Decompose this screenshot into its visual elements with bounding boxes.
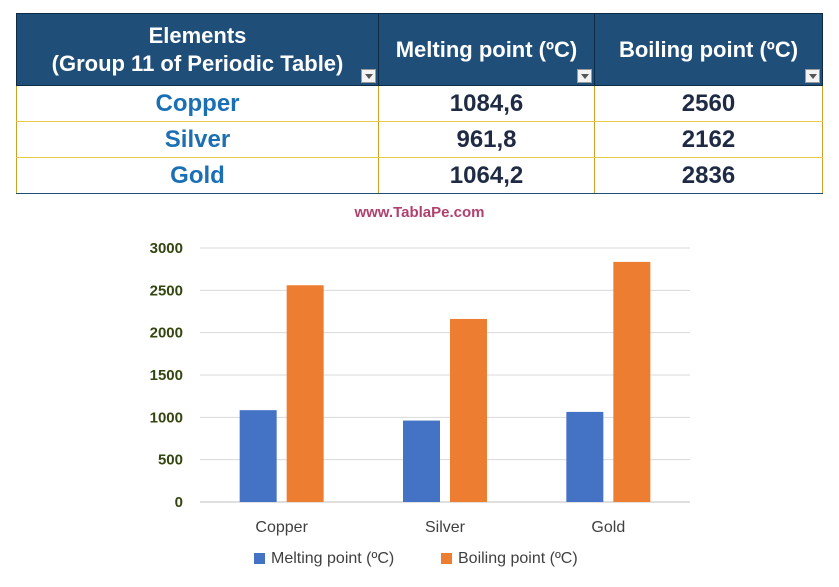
- bar-boiling: [450, 318, 487, 502]
- bar-chart: 0 500 1000 1500 2000 2500 3000 Copper Silver Gold…: [150, 240, 690, 567]
- y-tick-label: 1500: [150, 367, 183, 384]
- header-elements-line1: Elements: [148, 22, 247, 48]
- cell-element[interactable]: Copper: [16, 85, 379, 122]
- legend-swatch: [254, 553, 265, 564]
- cell-boiling[interactable]: 2162: [594, 121, 823, 158]
- header-elements: Elements (Group 11 of Periodic Table): [16, 13, 379, 86]
- bar-boiling: [613, 261, 651, 502]
- cell-boiling[interactable]: 2560: [594, 85, 823, 122]
- y-tick-label: 2500: [150, 282, 183, 299]
- bar-boiling: [286, 285, 324, 502]
- cell-boiling[interactable]: 2836: [594, 157, 823, 194]
- header-melting-point: Melting point (ºC): [378, 13, 595, 86]
- table-row: Gold 1064,2 2836: [16, 157, 823, 194]
- cell-element[interactable]: Gold: [16, 157, 379, 194]
- y-tick-label: 3000: [150, 240, 183, 257]
- y-tick-label: 500: [158, 452, 183, 469]
- watermark-text: www.TablaPe.com: [354, 204, 485, 221]
- bar-melting: [403, 420, 440, 502]
- header-elements-line2: (Group 11 of Periodic Table): [51, 50, 344, 76]
- y-tick-label: 0: [175, 494, 183, 511]
- x-category-label: Silver: [425, 519, 466, 536]
- header-melting-point-label: Melting point (ºC): [395, 36, 578, 62]
- x-category-label: Gold: [591, 519, 625, 536]
- filter-dropdown-melting[interactable]: [577, 69, 592, 83]
- cell-melting[interactable]: 1064,2: [378, 157, 595, 194]
- table-row: Copper 1084,6 2560: [16, 85, 823, 122]
- y-tick-label: 1000: [150, 409, 183, 426]
- filter-dropdown-boiling[interactable]: [805, 69, 820, 83]
- header-boiling-point-label: Boiling point (ºC): [618, 36, 799, 62]
- cell-melting[interactable]: 1084,6: [378, 85, 595, 122]
- cell-melting[interactable]: 961,8: [378, 121, 595, 158]
- filter-dropdown-elements[interactable]: [361, 69, 376, 83]
- bar-melting: [239, 410, 277, 502]
- cell-element[interactable]: Silver: [16, 121, 379, 158]
- legend-label: Boiling point (ºC): [458, 550, 578, 567]
- elements-table: Elements (Group 11 of Periodic Table) Me…: [16, 13, 823, 194]
- bar-melting: [566, 411, 604, 502]
- y-tick-label: 2000: [150, 325, 183, 342]
- legend-label: Melting point (ºC): [271, 550, 394, 567]
- table-row: Silver 961,8 2162: [16, 121, 823, 158]
- x-category-label: Copper: [255, 519, 308, 536]
- header-boiling-point: Boiling point (ºC): [594, 13, 823, 86]
- legend-swatch: [441, 553, 452, 564]
